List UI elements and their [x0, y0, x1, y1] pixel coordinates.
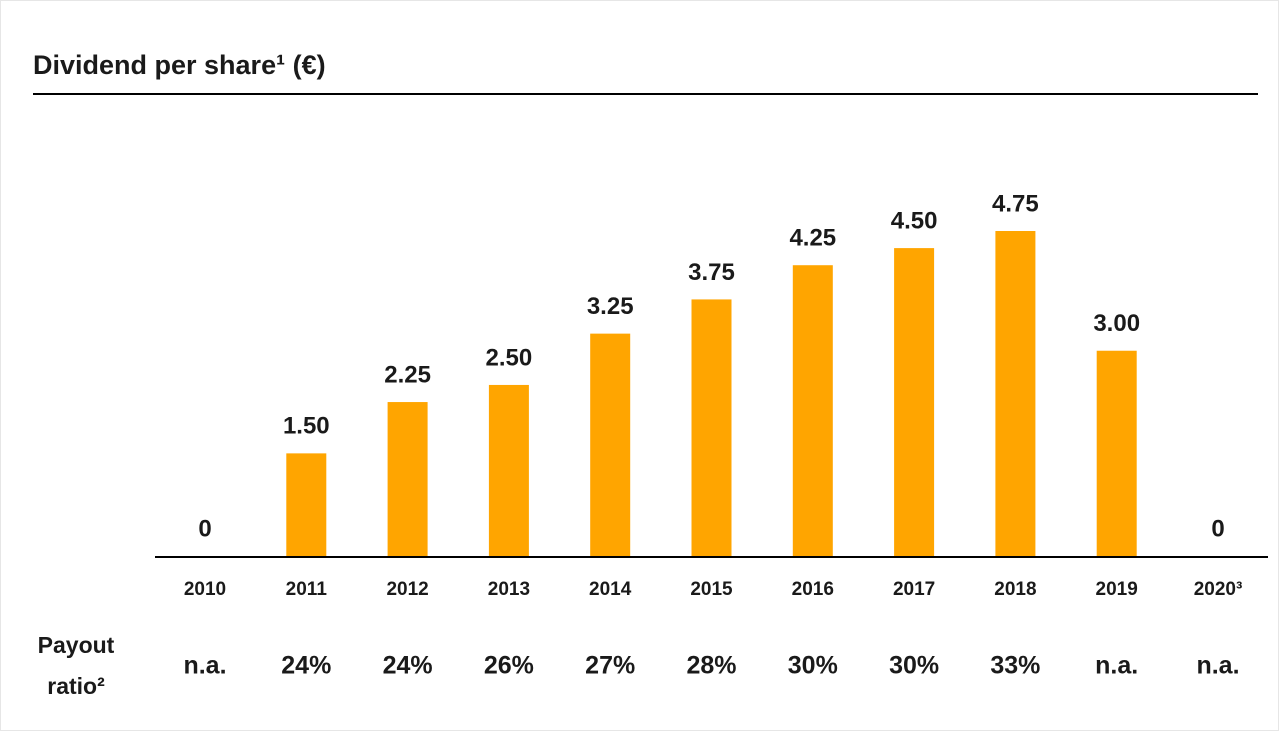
payout-ratio: 30% — [889, 652, 939, 680]
value-label: 4.25 — [789, 225, 836, 252]
value-label: 0 — [1211, 515, 1224, 542]
bar — [691, 299, 732, 556]
x-tick-label: 2019 — [1096, 579, 1138, 600]
payout-ratio: 26% — [484, 652, 534, 680]
x-tick-label: 2016 — [792, 579, 834, 600]
x-tick-label: 2020³ — [1194, 579, 1243, 600]
value-label: 4.50 — [891, 207, 938, 234]
payout-ratio: n.a. — [1095, 652, 1138, 680]
payout-ratio: 27% — [585, 652, 635, 680]
payout-ratio: 28% — [686, 652, 736, 680]
x-tick-label: 2014 — [589, 579, 632, 600]
payout-ratio: 24% — [281, 652, 331, 680]
bar — [286, 453, 327, 556]
value-label: 1.50 — [283, 413, 330, 440]
value-label: 2.50 — [486, 344, 533, 371]
value-label: 4.75 — [992, 190, 1039, 217]
payout-ratio: 30% — [788, 652, 838, 680]
bar — [995, 231, 1036, 556]
bar — [387, 402, 428, 556]
value-label: 3.75 — [688, 259, 735, 286]
row-label: ratio² — [47, 673, 105, 699]
x-tick-label: 2017 — [893, 579, 935, 600]
value-label: 0 — [198, 515, 211, 542]
x-tick-label: 2012 — [386, 579, 428, 600]
x-tick-label: 2018 — [994, 579, 1036, 600]
x-tick-label: 2015 — [690, 579, 733, 600]
payout-ratio: 24% — [383, 652, 433, 680]
bar — [792, 265, 833, 556]
value-label: 3.00 — [1093, 310, 1140, 337]
chart-title: Dividend per share¹ (€) — [33, 50, 326, 80]
row-label: Payout — [38, 632, 115, 658]
bar — [488, 384, 529, 556]
bar — [590, 333, 631, 556]
x-tick-label: 2010 — [184, 579, 226, 600]
payout-ratio: n.a. — [1196, 652, 1239, 680]
value-label: 3.25 — [587, 293, 634, 320]
payout-ratio: n.a. — [183, 652, 226, 680]
x-tick-label: 2011 — [286, 579, 328, 600]
bar — [1096, 350, 1137, 556]
x-tick-label: 2013 — [488, 579, 530, 600]
bar — [894, 248, 935, 556]
value-label: 2.25 — [384, 361, 431, 388]
payout-ratio: 33% — [990, 652, 1040, 680]
